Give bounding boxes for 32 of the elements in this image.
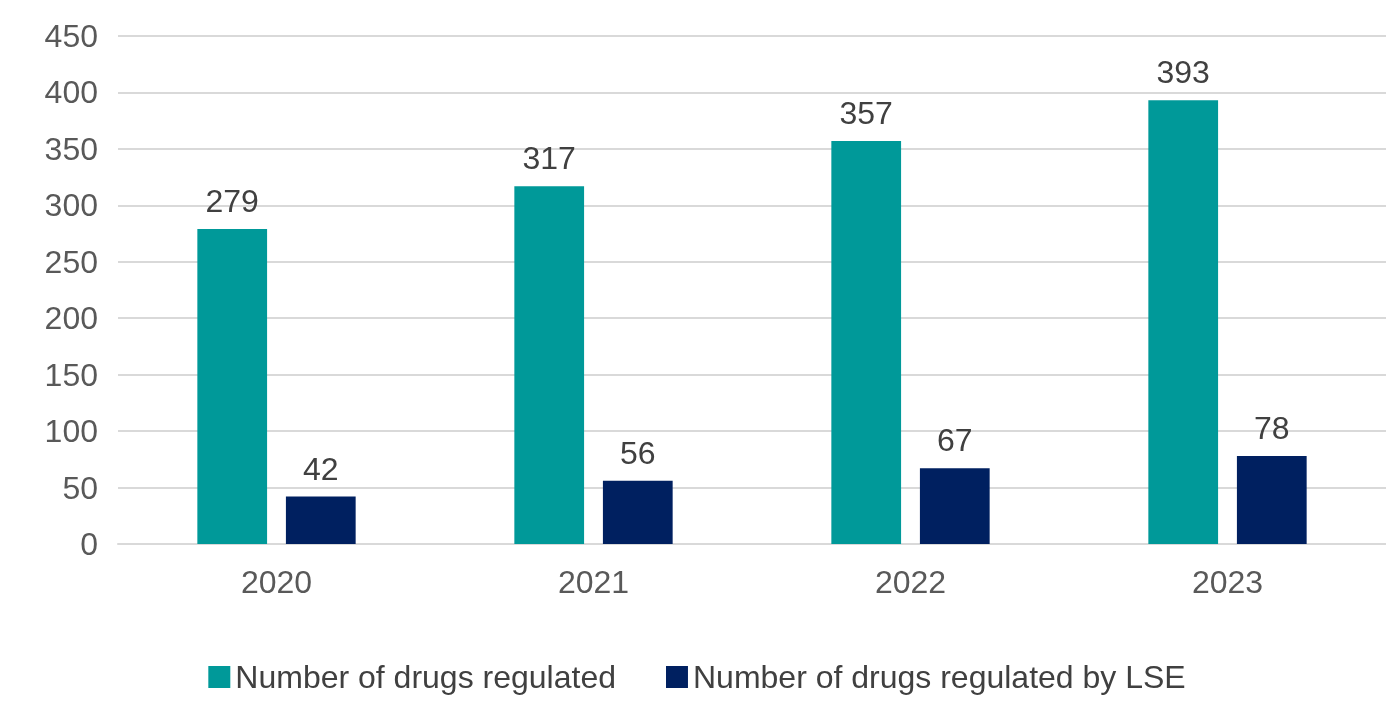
bar bbox=[1148, 100, 1219, 544]
x-tick-label: 2022 bbox=[874, 564, 947, 600]
y-tick-label: 0 bbox=[80, 526, 98, 562]
data-label: 357 bbox=[839, 94, 893, 131]
y-tick-label: 300 bbox=[44, 187, 98, 224]
bar bbox=[285, 496, 356, 544]
y-tick-label: 150 bbox=[44, 356, 98, 393]
legend-label: Number of drugs regulated by LSE bbox=[692, 659, 1186, 695]
y-tick-label: 350 bbox=[44, 130, 98, 167]
y-tick-label: 200 bbox=[44, 300, 98, 337]
y-tick-label: 400 bbox=[44, 74, 98, 111]
x-tick-label: 2023 bbox=[1191, 564, 1264, 600]
bar bbox=[919, 468, 990, 544]
bar bbox=[831, 140, 902, 544]
data-label: 317 bbox=[522, 140, 576, 177]
y-tick-label: 50 bbox=[62, 469, 98, 506]
x-tick-label: 2020 bbox=[240, 564, 313, 600]
data-label: 78 bbox=[1253, 409, 1290, 446]
data-label: 279 bbox=[205, 183, 259, 220]
legend-label: Number of drugs regulated bbox=[235, 659, 616, 695]
bar bbox=[197, 229, 268, 544]
y-tick-label: 450 bbox=[44, 18, 98, 54]
x-tick-label: 2021 bbox=[557, 564, 630, 600]
bar bbox=[514, 186, 585, 544]
bar bbox=[602, 480, 673, 544]
data-label: 56 bbox=[619, 434, 656, 471]
y-tick-label: 100 bbox=[44, 413, 98, 450]
y-tick-label: 250 bbox=[44, 243, 98, 280]
data-label: 42 bbox=[302, 450, 339, 487]
data-label: 393 bbox=[1156, 54, 1210, 91]
bar bbox=[1236, 455, 1307, 544]
data-label: 67 bbox=[936, 422, 973, 459]
